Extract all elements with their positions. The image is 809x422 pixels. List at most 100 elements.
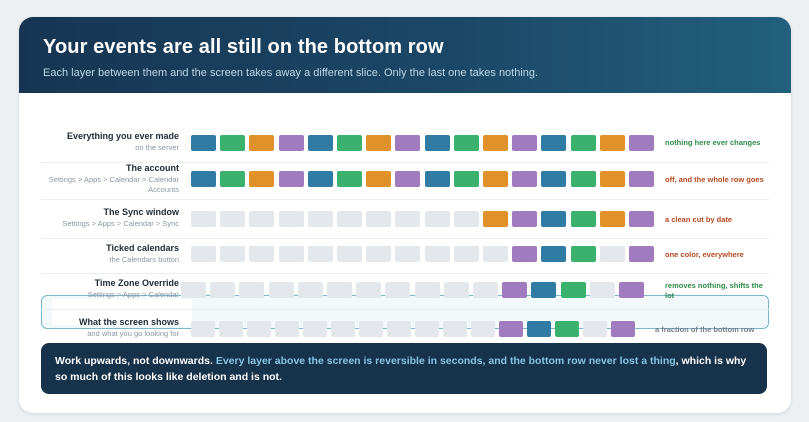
empty-event-slot bbox=[278, 246, 304, 262]
event-block-purple bbox=[395, 171, 421, 187]
empty-event-slot bbox=[366, 246, 392, 262]
layer-note: one color, everywhere bbox=[665, 250, 744, 259]
event-block-purple bbox=[512, 135, 538, 151]
event-block-purple bbox=[629, 246, 654, 262]
event-block-blue bbox=[307, 171, 333, 187]
empty-event-slot bbox=[414, 282, 440, 298]
row-divider bbox=[41, 309, 769, 310]
screen-row-label-panel bbox=[52, 299, 192, 325]
layer-label: The Sync window Settings > Apps > Calend… bbox=[19, 207, 179, 229]
layer-row-time-zone-override: Time Zone Override Settings > Apps > Cal… bbox=[19, 275, 791, 310]
takeaway-text: Work upwards, not downwards. Every layer… bbox=[55, 353, 753, 385]
row-divider bbox=[41, 238, 769, 239]
event-block-green bbox=[555, 321, 579, 337]
event-block-green bbox=[453, 171, 479, 187]
event-block-purple bbox=[278, 171, 304, 187]
event-block-orange bbox=[599, 211, 625, 227]
empty-event-slot bbox=[220, 211, 246, 227]
event-block-purple bbox=[611, 321, 635, 337]
empty-event-slot bbox=[424, 246, 450, 262]
event-block-green bbox=[220, 135, 246, 151]
empty-event-slot bbox=[268, 282, 294, 298]
event-block-purple bbox=[512, 246, 538, 262]
event-block-orange bbox=[366, 171, 392, 187]
empty-event-slot bbox=[275, 321, 299, 337]
layer-row-account: The account Settings > Apps > Calendar >… bbox=[19, 161, 791, 200]
event-block-blue bbox=[527, 321, 551, 337]
event-block-blue bbox=[191, 171, 216, 187]
empty-event-slot bbox=[337, 246, 362, 262]
layer-note: off, and the whole row goes bbox=[665, 175, 764, 184]
event-block-purple bbox=[512, 211, 538, 227]
empty-event-slot bbox=[453, 211, 479, 227]
event-block-purple bbox=[512, 171, 538, 187]
event-block-blue bbox=[191, 135, 216, 151]
row-divider bbox=[41, 199, 769, 200]
empty-event-slot bbox=[359, 321, 383, 337]
layer-row-server: Everything you ever made on the server n… bbox=[19, 128, 791, 163]
empty-event-slot bbox=[307, 246, 333, 262]
layer-name: The Sync window bbox=[103, 207, 179, 217]
layer-path: the Calendars button bbox=[109, 255, 179, 264]
layer-path: Settings > Apps > Calendar > Calendar Ac… bbox=[48, 175, 179, 194]
layer-note: a clean cut by date bbox=[665, 215, 733, 224]
takeaway-highlight: Every layer above the screen is reversib… bbox=[215, 355, 676, 367]
row-divider bbox=[41, 162, 769, 163]
event-block-blue bbox=[541, 135, 567, 151]
empty-event-slot bbox=[483, 246, 508, 262]
event-block-green bbox=[337, 171, 362, 187]
event-block-purple bbox=[499, 321, 523, 337]
empty-event-slot bbox=[331, 321, 355, 337]
takeaway-tail: , which is why so much of this looks lik… bbox=[55, 355, 747, 383]
empty-event-slot bbox=[366, 211, 392, 227]
event-block-purple bbox=[629, 211, 654, 227]
empty-event-slot bbox=[249, 211, 275, 227]
layer-note: a fraction of the bottom row bbox=[655, 325, 755, 334]
empty-event-slot bbox=[443, 282, 469, 298]
empty-event-slot bbox=[443, 321, 467, 337]
event-block-orange bbox=[483, 135, 508, 151]
event-block-purple bbox=[629, 135, 654, 151]
empty-event-slot bbox=[181, 282, 206, 298]
takeaway-callout: Work upwards, not downwards. Every layer… bbox=[41, 343, 767, 394]
empty-event-slot bbox=[297, 282, 323, 298]
page-title: Your events are all still on the bottom … bbox=[43, 36, 444, 58]
event-block-orange bbox=[249, 135, 275, 151]
empty-event-slot bbox=[220, 246, 246, 262]
event-block-blue bbox=[424, 135, 450, 151]
empty-event-slot bbox=[249, 246, 275, 262]
empty-event-slot bbox=[453, 246, 479, 262]
empty-event-slot bbox=[337, 211, 362, 227]
layer-path: Settings > Apps > Calendar bbox=[87, 290, 179, 299]
empty-event-slot bbox=[387, 321, 411, 337]
layer-note: removes nothing, shifts the lot bbox=[665, 281, 763, 300]
page-subtitle: Each layer between them and the screen t… bbox=[43, 67, 539, 79]
empty-event-slot bbox=[327, 282, 352, 298]
event-block-orange bbox=[483, 171, 508, 187]
empty-event-slot bbox=[473, 282, 498, 298]
layer-path: and what you go looking for bbox=[87, 329, 179, 338]
event-block-green bbox=[453, 135, 479, 151]
event-block-purple bbox=[629, 171, 654, 187]
row-divider bbox=[41, 273, 769, 274]
event-block-green bbox=[570, 135, 596, 151]
empty-event-slot bbox=[583, 321, 607, 337]
event-block-green bbox=[570, 211, 596, 227]
empty-event-slot bbox=[278, 211, 304, 227]
empty-event-slot bbox=[219, 321, 243, 337]
layer-name: What the screen shows bbox=[78, 317, 179, 327]
empty-event-slot bbox=[307, 211, 333, 227]
event-block-green bbox=[560, 282, 586, 298]
event-block-orange bbox=[599, 135, 625, 151]
event-block-blue bbox=[307, 135, 333, 151]
event-block-orange bbox=[599, 171, 625, 187]
layer-path: on the server bbox=[135, 143, 179, 152]
layer-name: Ticked calendars bbox=[106, 243, 179, 253]
event-block-orange bbox=[483, 211, 508, 227]
empty-event-slot bbox=[395, 211, 421, 227]
event-block-orange bbox=[366, 135, 392, 151]
event-block-blue bbox=[424, 171, 450, 187]
event-block-orange bbox=[249, 171, 275, 187]
empty-event-slot bbox=[239, 282, 265, 298]
empty-event-slot bbox=[303, 321, 327, 337]
